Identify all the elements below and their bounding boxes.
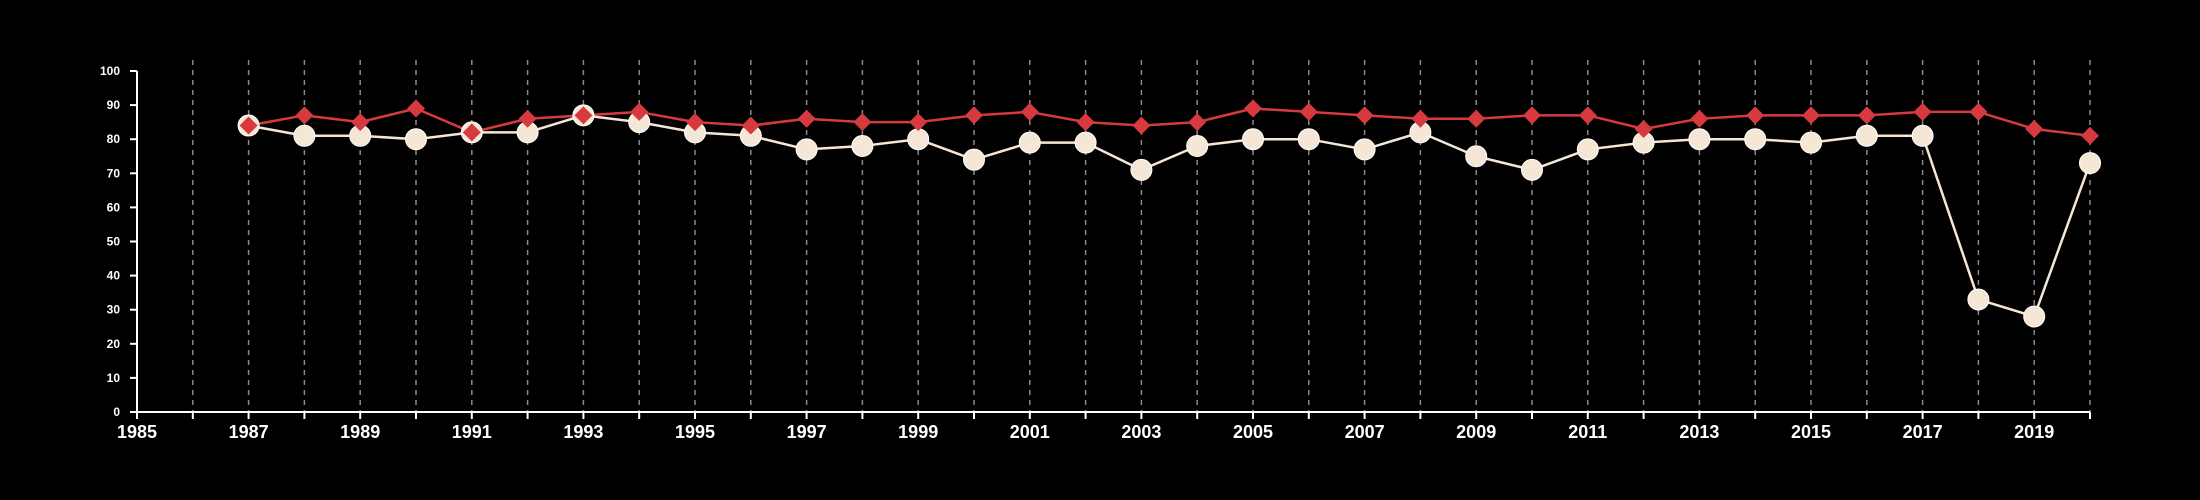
x-tick-label: 1987 bbox=[229, 422, 269, 442]
data-point-diamond bbox=[1802, 106, 1820, 125]
data-point-circle bbox=[1967, 288, 1990, 311]
data-point-circle bbox=[795, 138, 818, 161]
data-point-diamond bbox=[1857, 106, 1876, 125]
data-point-diamond bbox=[1411, 109, 1430, 128]
data-point-diamond bbox=[965, 106, 983, 125]
data-point-diamond bbox=[630, 102, 649, 121]
x-tick-label: 2003 bbox=[1121, 422, 1161, 442]
data-point-diamond bbox=[239, 116, 258, 135]
axes: 0 10 20 30 40 50 60 70 80 90 100 1985 1987 1989 1991 19… bbox=[100, 64, 2091, 442]
series-group bbox=[237, 99, 2101, 328]
data-point-diamond bbox=[1690, 109, 1709, 128]
y-tick-label: 40 bbox=[107, 269, 121, 283]
data-point-circle bbox=[1744, 128, 1767, 151]
x-tick-label: 2007 bbox=[1345, 422, 1385, 442]
y-tick-label: 20 bbox=[107, 337, 121, 351]
data-point-circle bbox=[1074, 131, 1097, 154]
data-point-circle bbox=[2079, 152, 2101, 175]
data-point-diamond bbox=[2025, 119, 2044, 138]
data-point-diamond bbox=[574, 106, 593, 125]
x-tick-label: 1997 bbox=[787, 422, 827, 442]
data-point-circle bbox=[1688, 128, 1711, 151]
data-point-diamond bbox=[2081, 126, 2099, 145]
data-point-diamond bbox=[1746, 106, 1765, 125]
data-point-diamond bbox=[295, 106, 314, 125]
x-tick-label: 1993 bbox=[563, 422, 603, 442]
data-point-diamond bbox=[407, 99, 425, 118]
x-tick-label: 2015 bbox=[1791, 422, 1831, 442]
data-point-diamond bbox=[1969, 102, 1988, 121]
x-tick-label: 2017 bbox=[1903, 422, 1943, 442]
data-point-circle bbox=[851, 135, 874, 158]
x-tick-label: 2019 bbox=[2014, 422, 2054, 442]
data-point-circle bbox=[1297, 128, 1320, 151]
data-point-circle bbox=[1130, 158, 1153, 181]
vertical-grid bbox=[192, 60, 2091, 412]
data-point-diamond bbox=[853, 113, 872, 132]
data-point-diamond bbox=[1355, 106, 1374, 125]
x-tick-label: 2009 bbox=[1456, 422, 1496, 442]
data-point-diamond bbox=[351, 113, 370, 132]
x-tick-label: 1985 bbox=[117, 422, 157, 442]
x-tick-label: 2001 bbox=[1010, 422, 1050, 442]
data-point-diamond bbox=[1188, 113, 1207, 132]
data-point-circle bbox=[1353, 138, 1376, 161]
data-point-circle bbox=[1018, 131, 1041, 154]
y-tick-label: 70 bbox=[107, 166, 121, 180]
y-tick-label: 60 bbox=[107, 200, 121, 214]
x-tick-label: 1989 bbox=[340, 422, 380, 442]
data-point-diamond bbox=[1578, 106, 1597, 125]
data-point-circle bbox=[1465, 145, 1488, 168]
data-point-circle bbox=[1855, 124, 1878, 147]
data-point-circle bbox=[1242, 128, 1264, 151]
data-point-circle bbox=[293, 124, 316, 147]
data-point-circle bbox=[1800, 131, 1822, 154]
data-point-diamond bbox=[1020, 102, 1039, 121]
data-point-diamond bbox=[1913, 102, 1932, 121]
data-point-diamond bbox=[1076, 113, 1095, 132]
x-tick-label: 1999 bbox=[898, 422, 938, 442]
data-point-diamond bbox=[462, 123, 481, 142]
data-point-diamond bbox=[1634, 119, 1653, 138]
data-point-diamond bbox=[1523, 106, 1541, 125]
y-tick-label: 10 bbox=[107, 371, 121, 385]
data-point-circle bbox=[405, 128, 427, 151]
data-point-circle bbox=[1521, 158, 1543, 181]
data-point-diamond bbox=[1132, 116, 1151, 135]
data-point-diamond bbox=[518, 109, 537, 128]
data-point-circle bbox=[1576, 138, 1599, 161]
data-point-diamond bbox=[741, 116, 760, 135]
data-point-circle bbox=[963, 148, 985, 171]
x-tick-label: 2013 bbox=[1679, 422, 1719, 442]
y-tick-label: 100 bbox=[100, 64, 120, 78]
data-point-circle bbox=[907, 128, 930, 151]
data-point-diamond bbox=[909, 113, 928, 132]
x-tick-label: 1991 bbox=[452, 422, 492, 442]
y-tick-label: 50 bbox=[107, 235, 121, 249]
y-tick-label: 90 bbox=[107, 98, 121, 112]
data-point-diamond bbox=[1299, 102, 1318, 121]
data-point-circle bbox=[1911, 124, 1934, 147]
data-point-circle bbox=[1186, 135, 1209, 158]
y-tick-label: 0 bbox=[113, 405, 120, 419]
data-point-diamond bbox=[686, 113, 704, 132]
data-point-diamond bbox=[797, 109, 816, 128]
x-tick-label: 2011 bbox=[1568, 422, 1607, 442]
data-point-diamond bbox=[1244, 99, 1262, 118]
y-tick-label: 30 bbox=[107, 303, 121, 317]
x-tick-label: 1995 bbox=[675, 422, 715, 442]
series-line bbox=[248, 114, 2092, 318]
data-point-circle bbox=[2023, 305, 2046, 328]
series-line bbox=[248, 107, 2091, 138]
data-point-diamond bbox=[1467, 109, 1486, 128]
y-tick-label: 80 bbox=[107, 132, 121, 146]
x-tick-label: 2005 bbox=[1233, 422, 1273, 442]
